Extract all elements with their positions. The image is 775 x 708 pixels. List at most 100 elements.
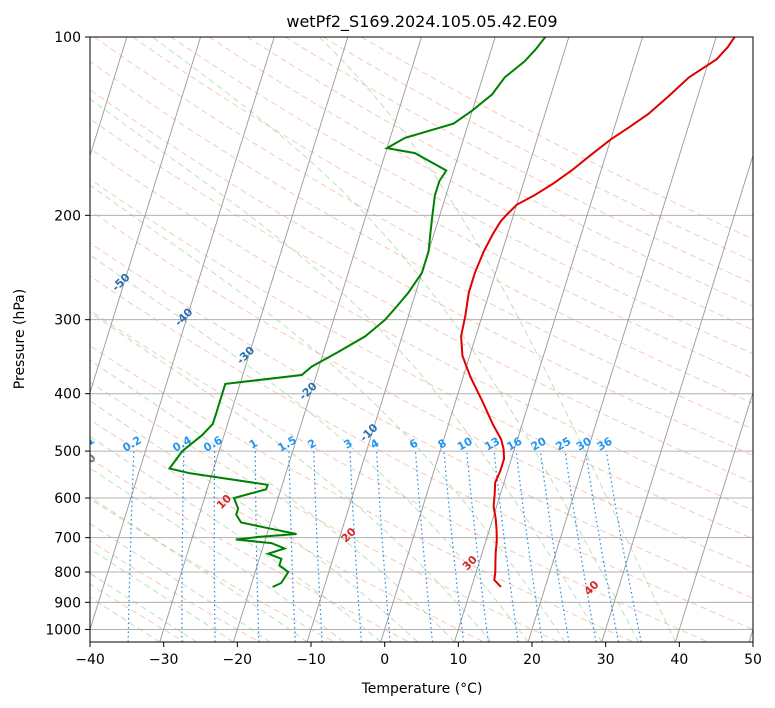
y-tick-label: 1000 — [45, 622, 81, 638]
isotherm-line — [527, 37, 717, 642]
dry-adiabat-line — [90, 60, 753, 430]
x-axis: −40 −30 −20 −10 0 10 20 30 40 50 — [75, 642, 762, 668]
moist-adiabat-line — [90, 435, 382, 642]
moist-adiabat-line — [90, 400, 418, 642]
mixing-ratio-label: 3 — [342, 437, 355, 452]
moist-adiabat-line — [90, 496, 308, 642]
dry-adiabat-line — [90, 345, 634, 642]
y-tick-label: 300 — [54, 313, 81, 329]
dry-adiabat-line — [284, 37, 753, 284]
dry-adiabat-line — [90, 89, 753, 456]
y-tick-label: 900 — [54, 595, 81, 611]
dry-adiabat-line — [90, 275, 753, 630]
dry-adiabat-line — [90, 381, 559, 642]
dry-adiabats — [90, 37, 753, 642]
moist-adiabat-line — [90, 184, 566, 642]
isotherm-line — [454, 37, 643, 642]
dewpoint-profile-line — [167, 37, 547, 588]
chart-title: wetPf2_S169.2024.105.05.42.E09 — [286, 12, 557, 32]
y-axis: 100 200 300 400 500 600 700 800 900 1000 — [45, 30, 90, 638]
y-tick-label: 600 — [54, 491, 81, 507]
dry-adiabat-line — [132, 37, 753, 379]
mixing-ratio-line — [493, 451, 519, 642]
background-lines: -100-90-80-70-60-50-40-30-20-100.10.20.4… — [0, 37, 753, 642]
isotherm-label: -70 — [0, 171, 16, 194]
isotherm-line — [90, 37, 128, 158]
dry-adiabat-line — [90, 309, 709, 642]
y-axis-label: Pressure (hPa) — [12, 289, 28, 389]
isotherm-line — [233, 37, 422, 642]
mixing-ratio-line — [213, 451, 216, 642]
mixing-ratio-label: 1 — [247, 437, 260, 452]
dry-adiabat-line — [94, 37, 753, 404]
dry-adiabat-line — [90, 458, 410, 642]
moist-adiabat-line — [90, 548, 234, 642]
skewed-isotherms — [90, 37, 753, 642]
isotherm-line — [306, 37, 496, 642]
mixing-ratio-lines — [127, 451, 642, 642]
mixing-ratio-line — [515, 451, 543, 642]
dry-adiabat-label: 10 — [214, 492, 234, 512]
x-tick-label: −10 — [296, 652, 326, 668]
x-tick-label: −30 — [149, 652, 179, 668]
dry-adiabat-line — [90, 242, 753, 599]
x-tick-label: 50 — [744, 652, 762, 668]
x-tick-label: 30 — [597, 652, 615, 668]
dry-adiabat-line — [208, 37, 753, 331]
moist-adiabat-line — [318, 37, 676, 642]
dry-adiabat-label: 40 — [582, 578, 602, 598]
mixing-ratio-line — [313, 451, 323, 642]
mixing-ratio-line — [181, 451, 185, 642]
x-tick-label: 20 — [523, 652, 541, 668]
mixing-ratio-line — [254, 451, 260, 642]
dry-adiabat-line — [246, 37, 753, 307]
dry-adiabat-line — [170, 37, 753, 355]
mixing-ratio-line — [376, 451, 391, 642]
x-tick-label: 0 — [380, 652, 389, 668]
plot-frame — [89, 36, 754, 643]
mixing-ratio-line — [564, 451, 597, 642]
labels: -100-90-80-70-60-50-40-30-20-100.10.20.4… — [0, 171, 615, 598]
data-series — [167, 37, 736, 588]
mixing-ratio-line — [443, 451, 465, 642]
dry-adiabat-line — [90, 178, 753, 540]
temperature-profile-line — [460, 37, 736, 588]
isotherm-line — [159, 37, 349, 642]
mixing-ratio-line — [127, 451, 135, 642]
dry-adiabat-label: 0 — [84, 451, 99, 466]
isobar-gridlines — [90, 37, 753, 630]
y-tick-label: 200 — [54, 208, 81, 224]
y-tick-label: 100 — [54, 30, 81, 46]
x-tick-label: −40 — [75, 652, 105, 668]
moist-adiabat-line — [90, 98, 603, 642]
mixing-ratio-label: 8 — [436, 437, 449, 452]
mixing-ratio-line — [539, 451, 570, 642]
moist-adiabat-line — [152, 37, 640, 642]
dry-adiabat-line — [90, 118, 753, 484]
isotherm-line — [380, 37, 570, 642]
isotherm-label: -40 — [172, 305, 195, 328]
isotherm-label: -50 — [109, 270, 132, 293]
mixing-ratio-line — [349, 451, 362, 642]
dry-adiabat-line — [90, 583, 186, 642]
mixing-ratio-line — [466, 451, 489, 642]
dry-adiabat-line — [90, 498, 335, 642]
isotherm-line — [90, 37, 201, 395]
moist-adiabat-line — [90, 254, 529, 642]
dry-adiabat-line — [90, 419, 484, 642]
y-tick-label: 400 — [54, 387, 81, 403]
dry-adiabat-line — [323, 37, 753, 262]
moist-adiabats — [90, 37, 676, 642]
isotherm-label: -30 — [234, 344, 257, 367]
moist-adiabat-line — [90, 311, 492, 642]
mixing-ratio-line — [288, 451, 296, 642]
isotherm-line — [90, 37, 275, 631]
mixing-ratio-label: 0.1 — [74, 434, 97, 455]
isotherm-line — [601, 154, 753, 642]
dry-adiabat-line — [90, 209, 753, 569]
dry-adiabat-line — [90, 147, 753, 511]
isotherm-line — [675, 391, 753, 642]
mixing-ratio-label: 4 — [368, 436, 381, 451]
x-axis-label: Temperature (°C) — [361, 681, 483, 697]
